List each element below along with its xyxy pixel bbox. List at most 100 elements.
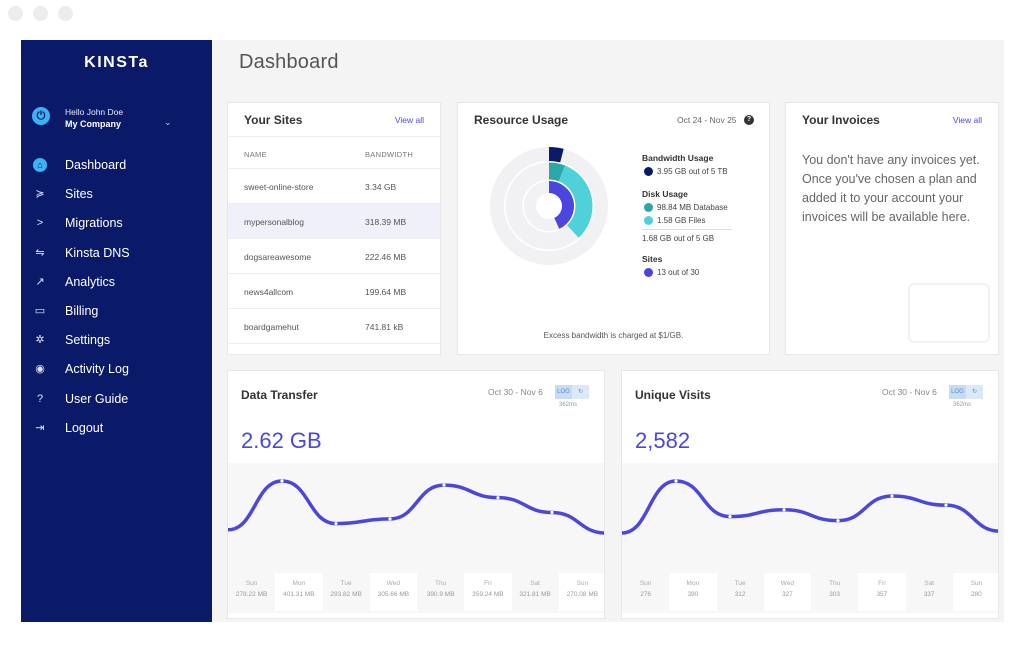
day-label: Sun — [576, 580, 589, 587]
site-name: boardgamehut — [244, 322, 299, 332]
help-icon[interactable]: ? — [744, 115, 754, 125]
site-bandwidth: 222.46 MB — [365, 252, 407, 262]
files-legend-dot — [644, 216, 653, 225]
invoice-placeholder-icon — [908, 283, 990, 343]
data-point[interactable] — [280, 479, 284, 483]
account-switcher[interactable]: ⏻ Hello John Doe My Company ⌄ — [32, 104, 202, 134]
day-cell: Sun 278.22 MB — [228, 573, 275, 611]
data-transfer-card: Data Transfer Oct 30 - Nov 6 LOG ↻ 362ms… — [227, 370, 605, 619]
window-dot — [8, 6, 23, 21]
sidebar-item-activity-log[interactable]: ◉ Activity Log — [21, 355, 212, 384]
log-toggle-option[interactable]: LOG — [555, 385, 572, 399]
view-all-invoices-link[interactable]: View all — [952, 115, 982, 125]
logout-icon: ⇥ — [35, 421, 45, 434]
sites-icon: ≽ — [35, 188, 45, 201]
disk-database-arc[interactable] — [548, 162, 566, 182]
data-point[interactable] — [388, 517, 392, 521]
files-usage-value: 1.58 GB Files — [657, 216, 706, 225]
sidebar-item-migrations[interactable]: > Migrations — [21, 209, 212, 238]
database-usage-value: 98.84 MB Database — [657, 203, 728, 212]
date-range: Oct 24 - Nov 25 — [677, 115, 737, 125]
sidebar-item-label: Kinsta DNS — [65, 245, 130, 260]
data-point[interactable] — [442, 483, 446, 487]
excess-bandwidth-note: Excess bandwidth is charged at $1/GB. — [543, 331, 684, 340]
day-value: 312 — [734, 591, 746, 598]
table-row[interactable]: dogsareawesome 222.46 MB — [228, 239, 440, 274]
card-title: Resource Usage — [474, 113, 569, 127]
sidebar-item-settings[interactable]: ✲ Settings — [21, 326, 212, 355]
day-value: 401.31 MB — [283, 591, 315, 598]
card-title: Your Invoices — [802, 113, 880, 127]
data-point[interactable] — [944, 503, 948, 507]
dns-icon: ⇋ — [35, 246, 45, 259]
sidebar-item-user-guide[interactable]: ? User Guide — [21, 385, 212, 414]
view-all-sites-link[interactable]: View all — [394, 115, 424, 125]
sidebar: KINSTa ⏻ Hello John Doe My Company ⌄ ⌂ D… — [21, 40, 212, 622]
refresh-icon[interactable]: ↻ — [577, 389, 584, 395]
day-cell: Sat 337 — [906, 573, 953, 611]
bandwidth-column-header: BANDWIDTH — [365, 150, 414, 159]
sidebar-nav: ⌂ Dashboard ≽ Sites > Migrations ⇋ Kinst… — [21, 151, 212, 443]
data-point[interactable] — [782, 508, 786, 512]
kinsta-logo[interactable]: KINSTa — [84, 54, 149, 71]
home-icon: ⌂ — [33, 158, 47, 172]
site-name: dogsareawesome — [244, 252, 312, 262]
account-company: My Company — [65, 119, 122, 129]
day-cell: Fri 357 — [858, 573, 906, 611]
day-cell: Sat 321.81 MB — [512, 573, 559, 611]
log-scale-toggle[interactable]: LOG ↻ — [949, 385, 983, 399]
day-cell: Mon 390 — [669, 573, 717, 611]
data-point[interactable] — [836, 519, 840, 523]
site-name: sweet-online-store — [244, 182, 314, 192]
sidebar-item-label: Sites — [65, 187, 93, 202]
table-row[interactable]: news4allcom 199.64 MB — [228, 274, 440, 309]
site-bandwidth: 3.34 GB — [365, 182, 397, 192]
data-point[interactable] — [674, 479, 678, 483]
day-cell: Mon 401.31 MB — [275, 573, 323, 611]
table-row[interactable]: mypersonalblog 318.39 MB — [228, 204, 440, 239]
day-label: Fri — [484, 580, 492, 587]
analytics-icon: ↗ — [35, 275, 45, 288]
day-label: Tue — [734, 580, 746, 587]
window-dot — [58, 6, 73, 21]
day-value: 359.24 MB — [472, 591, 504, 598]
data-point[interactable] — [550, 510, 554, 515]
site-bandwidth: 741.81 kB — [365, 322, 404, 332]
day-cell: Thu 303 — [811, 573, 858, 611]
data-point[interactable] — [890, 494, 894, 498]
sidebar-item-billing[interactable]: ▭ Billing — [21, 297, 212, 326]
refresh-icon[interactable]: ↻ — [971, 389, 978, 395]
sidebar-item-sites[interactable]: ≽ Sites — [21, 180, 212, 209]
chevron-down-icon: ⌄ — [164, 117, 172, 127]
table-row[interactable]: sweet-online-store 3.34 GB — [228, 169, 440, 204]
site-name: mypersonalblog — [244, 217, 305, 227]
activity-icon: ◉ — [35, 363, 45, 376]
data-point[interactable] — [334, 521, 338, 526]
data-point[interactable] — [728, 514, 732, 519]
day-cell: Sun 276 — [622, 573, 669, 611]
sidebar-item-kinsta-dns[interactable]: ⇋ Kinsta DNS — [21, 239, 212, 268]
bandwidth-arc[interactable] — [548, 147, 564, 163]
sidebar-item-label: Billing — [65, 303, 99, 318]
table-row[interactable]: boardgamehut 741.81 kB — [228, 309, 440, 344]
window-controls — [8, 6, 73, 21]
card-title: Unique Visits — [635, 388, 711, 402]
sites-heading: Sites — [642, 254, 663, 264]
your-sites-card: Your Sites View all NAME BANDWIDTH sweet… — [227, 102, 441, 355]
disk-files-arc[interactable] — [558, 165, 593, 238]
log-toggle-option[interactable]: LOG — [949, 385, 966, 399]
day-label: Sun — [245, 580, 258, 587]
sidebar-item-dashboard[interactable]: ⌂ Dashboard — [21, 151, 212, 180]
day-label: Thu — [829, 580, 841, 587]
sidebar-item-analytics[interactable]: ↗ Analytics — [21, 268, 212, 297]
day-value: 293.82 MB — [330, 591, 362, 598]
sidebar-item-logout[interactable]: ⇥ Logout — [21, 414, 212, 443]
sidebar-item-label: Settings — [65, 333, 111, 348]
date-range: Oct 30 - Nov 6 — [882, 387, 937, 397]
day-label: Mon — [686, 580, 700, 587]
data-point[interactable] — [496, 496, 500, 500]
sites-arc[interactable] — [548, 181, 574, 229]
log-scale-toggle[interactable]: LOG ↻ — [555, 385, 589, 399]
day-label: Wed — [780, 580, 794, 587]
unique-visits-line-chart — [622, 479, 998, 535]
